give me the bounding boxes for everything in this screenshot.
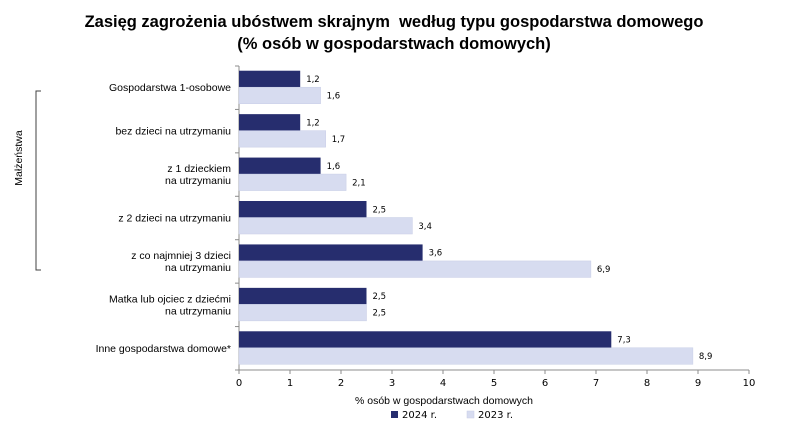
bar-2024 (239, 114, 301, 131)
data-label: 1,6 (327, 91, 341, 101)
bar-2023 (238, 130, 326, 148)
chart-title-line-1: Zasięg zagrożenia ubóstwem skrajnym wedł… (84, 13, 704, 31)
category-label: z co najmniej 3 dzieci (131, 250, 231, 262)
chart-title: Zasięg zagrożenia ubóstwem skrajnym wedł… (0, 11, 788, 55)
data-label: 1,2 (306, 75, 320, 85)
category-label: na utrzymaniu (165, 175, 231, 187)
bar-2024 (239, 244, 423, 261)
category-label: z 1 dzieckiem (167, 163, 231, 175)
x-axis-title: % osób w gospodarstwach domowych (355, 395, 533, 407)
data-label: 2,5 (373, 292, 387, 302)
category-label: Inne gospodarstwa domowe* (96, 343, 231, 355)
data-label: 2,5 (373, 205, 387, 215)
category-label: bez dzieci na utrzymaniu (115, 126, 231, 138)
category-label: Matka lub ojciec z dziećmi (109, 293, 231, 305)
data-label: 3,4 (418, 222, 432, 232)
bar-2023 (238, 86, 321, 104)
data-label: 1,6 (327, 162, 341, 172)
x-tick-label: 4 (440, 378, 446, 389)
category-label: na utrzymaniu (165, 305, 231, 317)
group-label: Małżeństwa (13, 130, 25, 186)
legend-swatch (391, 411, 398, 418)
x-tick-label: 6 (542, 378, 548, 389)
bar-2024 (239, 331, 612, 348)
bar-2023 (238, 347, 694, 365)
x-tick-label: 9 (695, 378, 701, 389)
bar-2024 (239, 70, 301, 88)
legend-swatch (466, 410, 475, 419)
data-label: 6,9 (597, 265, 611, 275)
category-label: na utrzymaniu (165, 262, 231, 274)
x-tick-label: 5 (491, 378, 497, 389)
x-tick-label: 2 (338, 378, 344, 389)
data-label: 3,6 (429, 249, 443, 259)
data-label: 2,5 (373, 309, 387, 319)
legend-label: 2024 r. (402, 410, 437, 421)
data-label: 8,9 (699, 352, 713, 362)
x-tick-label: 3 (389, 378, 395, 389)
category-label: Gospodarstwa 1-osobowe (109, 82, 231, 94)
bar-2023 (238, 217, 413, 235)
data-label: 1,2 (306, 118, 320, 128)
x-tick-label: 1 (287, 378, 293, 389)
data-label: 1,7 (332, 135, 346, 145)
x-tick-label: 0 (236, 378, 242, 389)
bar-2024 (239, 201, 367, 218)
data-label: 2,1 (352, 178, 366, 188)
legend-label: 2023 r. (478, 410, 513, 421)
x-tick-label: 8 (644, 378, 650, 389)
data-label: 7,3 (617, 336, 631, 346)
chart-title-line-2: (% osób w gospodarstwach domowych) (237, 35, 551, 53)
bar-2024 (239, 287, 367, 305)
bar-2023 (238, 173, 347, 191)
bar-2024 (239, 157, 321, 175)
x-tick-label: 10 (743, 378, 756, 389)
category-label: z 2 dzieci na utrzymaniu (118, 213, 231, 225)
bar-2023 (238, 304, 367, 322)
bar-2023 (238, 260, 592, 278)
x-tick-label: 7 (593, 378, 599, 389)
group-bracket (35, 90, 41, 271)
